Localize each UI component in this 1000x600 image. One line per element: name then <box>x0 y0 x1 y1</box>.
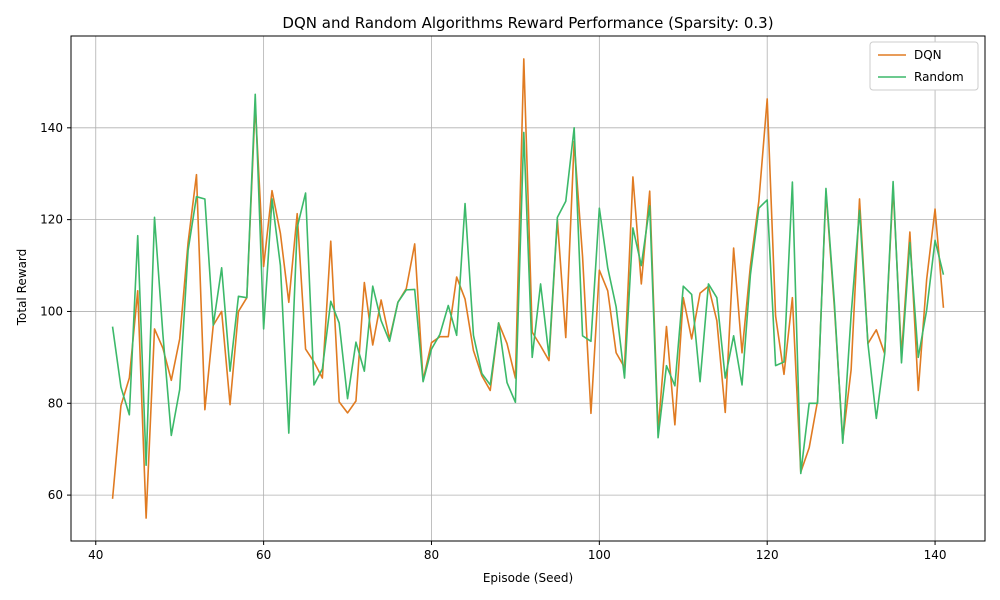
grid <box>71 36 985 541</box>
legend-label-random: Random <box>914 70 964 84</box>
y-tick-label: 80 <box>48 396 63 410</box>
x-tick-label: 80 <box>424 548 439 562</box>
y-tick-label: 120 <box>40 213 63 227</box>
x-tick-label: 40 <box>88 548 103 562</box>
y-tick-label: 100 <box>40 304 63 318</box>
x-tick-label: 120 <box>756 548 779 562</box>
y-tick-label: 60 <box>48 488 63 502</box>
x-tick-label: 140 <box>924 548 947 562</box>
x-tick-label: 100 <box>588 548 611 562</box>
x-axis-ticks: 40 60 80 100 120 140 <box>88 541 947 562</box>
y-axis-label: Total Reward <box>15 249 29 327</box>
legend-box <box>869 41 979 91</box>
chart-title: DQN and Random Algorithms Reward Perform… <box>282 14 773 32</box>
y-axis-ticks: 60 80 100 120 140 <box>40 121 71 502</box>
legend-label-dqn: DQN <box>914 48 942 62</box>
legend: DQN Random <box>869 41 979 91</box>
x-tick-label: 60 <box>256 548 271 562</box>
y-tick-label: 140 <box>40 121 63 135</box>
x-axis-label: Episode (Seed) <box>483 571 573 585</box>
plot-frame <box>70 35 986 542</box>
series-lines <box>111 58 945 519</box>
series-line-random <box>111 93 945 475</box>
